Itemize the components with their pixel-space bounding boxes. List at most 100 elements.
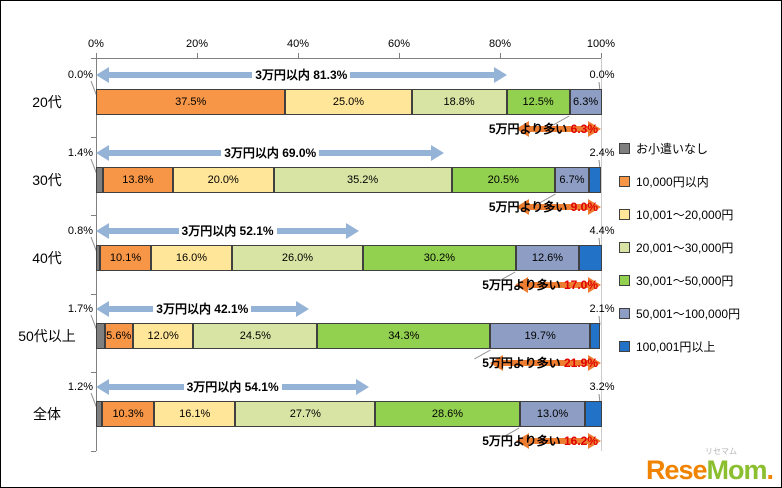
segment-value-label: 20.0% [207,174,239,186]
bar-segment [96,323,105,349]
bar-segment [103,167,173,193]
legend-swatch [619,341,630,352]
legend-item: 20,001〜30,000円 [619,231,740,264]
segment-value-label: 30.2% [423,252,455,264]
x-axis-tick [197,53,198,58]
x-axis-tick [399,53,400,58]
x-axis-tick-label: 60% [387,38,411,50]
arrow-head-left [515,277,529,293]
segment-value-label-right: 0.0% [589,69,615,81]
category-label: 30代 [32,172,62,188]
logo-dot: . [766,455,773,485]
under30k-arrow: 3万円以内 81.3% [96,67,507,83]
gridline-100pct [601,58,602,451]
logo-wordmark: ReseMom. [646,455,774,485]
y-axis-tick [91,451,96,452]
over50k-arrow [490,355,601,371]
over50k-label-value: 21.9% [563,356,598,370]
segment-value-label: 24.5% [239,330,271,342]
logo-small-text: リセマム [705,447,737,456]
legend-label: 30,001〜50,000円 [636,274,734,288]
y-axis-tick [91,58,96,59]
arrow-head-left [516,199,529,215]
bar-segment [579,245,602,271]
segment-value-label: 25.0% [332,96,365,108]
x-axis-tick-label: 100% [586,38,616,50]
logo-mom: Mom [706,455,767,485]
under30k-label: 3万円以内 42.1% [96,301,309,317]
arrow-head-left [96,379,109,395]
legend-swatch [619,275,630,286]
under30k-label: 3万円以内 54.1% [96,379,369,395]
over50k-label-text: 5万円より多い [482,434,564,448]
arrow-line [527,126,590,132]
legend-swatch [619,176,630,187]
arrow-head-left [96,67,109,83]
arrow-head-right [588,121,601,137]
bar-segment [154,401,236,427]
over50k-label-value: 16.2% [563,434,598,448]
legend-label: 50,001〜100,000円 [636,307,741,321]
arrow-head-right [588,433,601,449]
bar-segment [451,167,556,193]
segment-value-label: 12.0% [147,330,179,342]
category-label: 50代以上 [18,328,76,344]
resemom-logo: リセマム ReseMom. [646,447,774,485]
over50k-arrow [515,277,601,293]
over50k-label-value: 17.0% [563,278,598,292]
x-axis-tick-label: 0% [88,38,104,50]
segment-value-label: 20.5% [487,174,519,186]
arrow-head-left [96,301,109,317]
over50k-label-value: 6.3% [570,122,598,136]
over50k-label-value: 9.0% [570,200,598,214]
legend-swatch [619,143,630,154]
legend-item: 50,001〜100,000円 [619,297,740,330]
segment-value-label: 12.5% [522,96,554,108]
legend-label: 10,001〜20,000円 [636,208,734,222]
segment-value-label: 28.6% [431,408,464,420]
y-axis-tick [91,215,96,217]
under30k-label-text: 3万円以内 54.1% [183,380,282,394]
segment-value-label: 16.0% [175,252,208,264]
bar-segment [172,167,274,193]
bar-segment [569,89,602,115]
category-label: 40代 [32,250,62,266]
arrow-head-left [516,121,529,137]
arrow-line [527,438,590,444]
bar-segment [104,323,133,349]
segment-value-label-right: 3.2% [589,381,615,393]
legend-label: 10,000円以内 [636,175,709,189]
arrow-head-right [356,379,370,395]
arrow-line [501,360,590,366]
x-axis-tick-label: 80% [488,38,512,50]
segment-value-label: 18.8% [443,96,475,108]
under30k-arrow: 3万円以内 52.1% [96,223,360,239]
arrow-head-right [587,355,601,371]
category-label: 20代 [32,94,62,110]
legend-item: 100,001円以上 [619,330,740,363]
over50k-label-text: 5万円より多い [482,278,564,292]
under30k-label: 3万円以内 52.1% [96,223,359,239]
over50k-label: 5万円より多い 9.0% [489,199,598,215]
segment-value-label: 10.3% [112,408,144,420]
arrow-head-right [588,199,601,215]
bar-segment [231,245,364,271]
y-axis-tick [91,372,96,374]
arrow-head-right [295,301,309,317]
segment-value-label-right: 2.1% [589,303,615,315]
x-axis-tick [601,53,602,58]
segment-value-label-right: 4.4% [589,225,615,237]
arrow-line [526,282,590,288]
segment-value-label: 6.7% [559,174,585,186]
segment-value-label: 13.8% [122,174,154,186]
segment-value-label: 13.0% [536,408,569,420]
bar-segment [285,89,412,115]
bar-segment [151,245,232,271]
x-axis-tick [500,53,501,58]
x-axis-tick-label: 40% [286,38,310,50]
over50k-arrow [516,433,601,449]
bar-segment [375,401,520,427]
under30k-arrow: 3万円以内 69.0% [96,145,445,161]
bar-segment [100,245,152,271]
legend-label: 100,001円以上 [636,340,716,354]
